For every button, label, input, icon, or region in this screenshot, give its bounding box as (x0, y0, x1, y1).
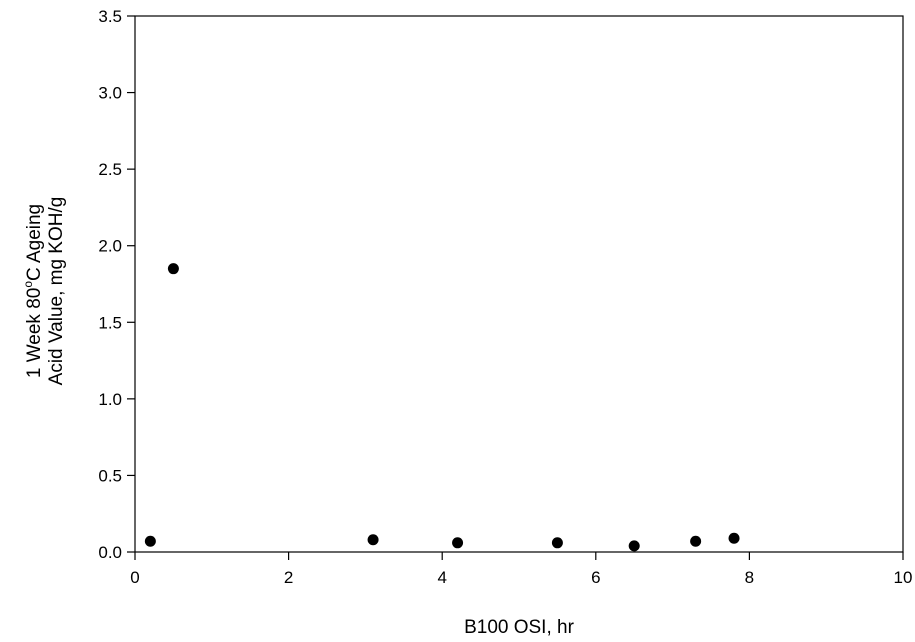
data-point (367, 534, 379, 546)
y-tick-label: 3.0 (98, 84, 122, 103)
x-axis-ticks: 0 2 4 6 8 10 (130, 552, 912, 587)
y-axis-title-line2: Acid Value, mg KOH/g (46, 197, 67, 386)
y-axis-title: 1 Week 80oC Ageing Acid Value, mg KOH/g (21, 197, 67, 386)
y-tick-label: 1.5 (98, 313, 122, 332)
data-point (628, 540, 640, 552)
data-point (452, 537, 464, 549)
y-tick-label: 1.0 (98, 390, 122, 409)
data-point (167, 263, 179, 275)
y-axis-title-line1: 1 Week 80oC Ageing (21, 204, 45, 378)
y-axis-ticks: 0.0 0.5 1.0 1.5 2.0 2.5 3.0 3.5 (98, 7, 135, 562)
plot-frame (134, 15, 904, 553)
data-point (728, 532, 740, 544)
x-tick-label: 4 (437, 568, 446, 587)
data-point (144, 535, 156, 547)
degree-superscript: o (21, 281, 35, 288)
data-point (690, 535, 702, 547)
y-tick-label: 0.0 (98, 543, 122, 562)
data-point (551, 537, 563, 549)
y-tick-label: 2.0 (98, 237, 122, 256)
y-tick-label: 2.5 (98, 160, 122, 179)
x-tick-label: 2 (284, 568, 293, 587)
data-points (144, 263, 740, 552)
x-tick-label: 10 (894, 568, 913, 587)
y-tick-label: 3.5 (98, 7, 122, 26)
x-tick-label: 8 (745, 568, 754, 587)
x-axis-title: B100 OSI, hr (464, 617, 575, 638)
x-tick-label: 0 (130, 568, 139, 587)
plot-area-border (134, 15, 904, 553)
x-tick-label: 6 (591, 568, 600, 587)
y-tick-label: 0.5 (98, 466, 122, 485)
